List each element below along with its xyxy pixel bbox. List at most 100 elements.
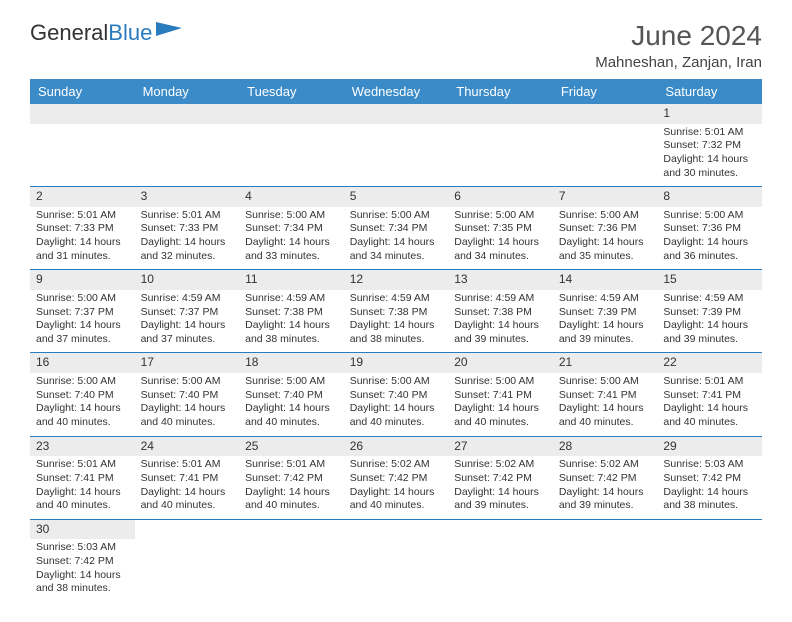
day-info-line: Sunrise: 4:59 AM	[245, 292, 338, 306]
day-info-line: Sunset: 7:33 PM	[141, 222, 234, 236]
day-number: 30	[30, 519, 135, 539]
day-number: 13	[448, 270, 553, 290]
day-num-value: 4	[245, 189, 252, 203]
day-num-value: 12	[350, 272, 363, 286]
day-info-line: Daylight: 14 hours	[663, 236, 756, 250]
day-info-line: Daylight: 14 hours	[141, 236, 234, 250]
day-number: 16	[30, 353, 135, 373]
weekday-sunday: Sunday	[30, 79, 135, 104]
day-cell: Sunrise: 5:01 AMSunset: 7:32 PMDaylight:…	[657, 124, 762, 187]
day-cell: Sunrise: 5:00 AMSunset: 7:40 PMDaylight:…	[135, 373, 240, 436]
day-info-line: Sunrise: 5:02 AM	[454, 458, 547, 472]
day-info-line: Sunset: 7:40 PM	[141, 389, 234, 403]
week-numbers: 1	[30, 104, 762, 124]
day-num-value: 29	[663, 439, 676, 453]
day-info-line: Sunrise: 5:01 AM	[141, 209, 234, 223]
day-num-value: 27	[454, 439, 467, 453]
week-content: Sunrise: 5:01 AMSunset: 7:33 PMDaylight:…	[30, 207, 762, 270]
day-number: 17	[135, 353, 240, 373]
day-info-line: and 34 minutes.	[454, 250, 547, 264]
day-info-line: and 40 minutes.	[663, 416, 756, 430]
week-content: Sunrise: 5:03 AMSunset: 7:42 PMDaylight:…	[30, 539, 762, 602]
day-number: 9	[30, 270, 135, 290]
day-info-line: Sunset: 7:41 PM	[36, 472, 129, 486]
day-info-line: Sunrise: 5:01 AM	[663, 375, 756, 389]
day-cell: Sunrise: 5:02 AMSunset: 7:42 PMDaylight:…	[344, 456, 449, 519]
empty-cell	[553, 124, 658, 187]
week-numbers: 16171819202122	[30, 353, 762, 373]
day-num-value: 6	[454, 189, 461, 203]
day-num-value: 17	[141, 355, 154, 369]
day-info-line: Sunrise: 5:00 AM	[36, 375, 129, 389]
header: GeneralBlue June 2024 Mahneshan, Zanjan,…	[30, 20, 762, 71]
day-info-line: Daylight: 14 hours	[36, 486, 129, 500]
day-info-line: Sunrise: 5:03 AM	[663, 458, 756, 472]
empty-cell	[344, 519, 449, 539]
day-num-value: 7	[559, 189, 566, 203]
day-number: 29	[657, 436, 762, 456]
calendar-table: SundayMondayTuesdayWednesdayThursdayFrid…	[30, 79, 762, 602]
day-cell: Sunrise: 5:03 AMSunset: 7:42 PMDaylight:…	[30, 539, 135, 602]
day-info-line: Daylight: 14 hours	[454, 486, 547, 500]
weekday-header-row: SundayMondayTuesdayWednesdayThursdayFrid…	[30, 79, 762, 104]
day-number: 25	[239, 436, 344, 456]
empty-cell	[448, 519, 553, 539]
logo-text-2: Blue	[108, 20, 152, 46]
day-info-line: Daylight: 14 hours	[663, 153, 756, 167]
day-info-line: Sunset: 7:42 PM	[663, 472, 756, 486]
day-info-line: Sunrise: 5:00 AM	[559, 209, 652, 223]
day-info-line: Sunrise: 5:00 AM	[350, 209, 443, 223]
day-info-line: and 38 minutes.	[350, 333, 443, 347]
day-num-value: 21	[559, 355, 572, 369]
day-cell: Sunrise: 5:01 AMSunset: 7:41 PMDaylight:…	[657, 373, 762, 436]
day-info-line: Sunset: 7:38 PM	[245, 306, 338, 320]
day-num-value: 5	[350, 189, 357, 203]
empty-cell	[344, 104, 449, 124]
day-info-line: and 40 minutes.	[36, 416, 129, 430]
day-info-line: Sunrise: 4:59 AM	[350, 292, 443, 306]
day-info-line: and 40 minutes.	[559, 416, 652, 430]
day-cell: Sunrise: 5:00 AMSunset: 7:36 PMDaylight:…	[553, 207, 658, 270]
empty-cell	[239, 104, 344, 124]
day-num-value: 30	[36, 522, 49, 536]
week-content: Sunrise: 5:01 AMSunset: 7:32 PMDaylight:…	[30, 124, 762, 187]
day-info-line: Daylight: 14 hours	[454, 236, 547, 250]
day-number: 7	[553, 187, 658, 207]
day-info-line: Daylight: 14 hours	[350, 402, 443, 416]
day-cell: Sunrise: 5:01 AMSunset: 7:33 PMDaylight:…	[30, 207, 135, 270]
day-info-line: Sunrise: 4:59 AM	[454, 292, 547, 306]
day-number: 10	[135, 270, 240, 290]
empty-cell	[553, 539, 658, 602]
day-cell: Sunrise: 4:59 AMSunset: 7:37 PMDaylight:…	[135, 290, 240, 353]
day-info-line: and 35 minutes.	[559, 250, 652, 264]
day-number: 21	[553, 353, 658, 373]
day-num-value: 14	[559, 272, 572, 286]
day-info-line: and 38 minutes.	[36, 582, 129, 596]
day-info-line: and 37 minutes.	[141, 333, 234, 347]
day-info-line: and 37 minutes.	[36, 333, 129, 347]
day-cell: Sunrise: 5:00 AMSunset: 7:40 PMDaylight:…	[30, 373, 135, 436]
day-info-line: Sunrise: 5:01 AM	[36, 458, 129, 472]
day-info-line: Sunset: 7:38 PM	[454, 306, 547, 320]
day-info-line: and 40 minutes.	[350, 416, 443, 430]
day-info-line: Daylight: 14 hours	[36, 569, 129, 583]
page-title: June 2024	[595, 20, 762, 52]
day-info-line: and 39 minutes.	[559, 333, 652, 347]
day-info-line: Sunset: 7:35 PM	[454, 222, 547, 236]
day-info-line: Daylight: 14 hours	[663, 319, 756, 333]
day-info-line: and 38 minutes.	[663, 499, 756, 513]
day-num-value: 9	[36, 272, 43, 286]
day-num-value: 28	[559, 439, 572, 453]
empty-cell	[344, 124, 449, 187]
day-num-value: 11	[245, 272, 257, 286]
day-num-value: 25	[245, 439, 258, 453]
page-subtitle: Mahneshan, Zanjan, Iran	[595, 54, 762, 71]
day-number: 11	[239, 270, 344, 290]
day-cell: Sunrise: 5:01 AMSunset: 7:41 PMDaylight:…	[30, 456, 135, 519]
weekday-friday: Friday	[553, 79, 658, 104]
day-info-line: Daylight: 14 hours	[559, 402, 652, 416]
day-num-value: 2	[36, 189, 43, 203]
day-info-line: and 39 minutes.	[559, 499, 652, 513]
day-info-line: Daylight: 14 hours	[559, 319, 652, 333]
day-info-line: Sunrise: 5:02 AM	[559, 458, 652, 472]
